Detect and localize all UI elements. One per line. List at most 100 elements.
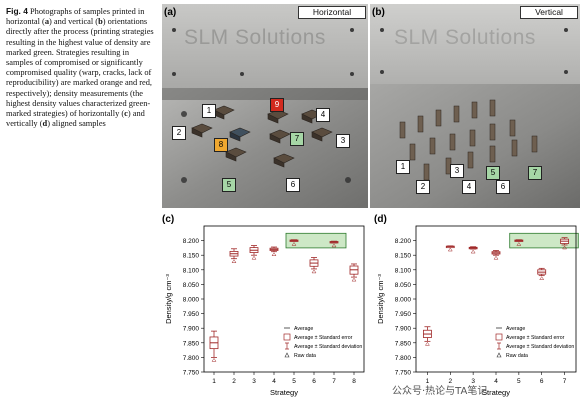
data-point-5 [289,239,299,246]
y-tick-label: 8.000 [395,297,412,304]
caption-text-1: Photographs of samples printed in horizo… [6,7,145,27]
strategy-tag-4: 4 [462,180,476,194]
orientation-label-vertical: Vertical [520,6,578,19]
legend-label: Average ± Standard deviation [294,344,362,350]
legend-label: Average ± Standard error [294,335,353,341]
legend-symbol [497,342,501,350]
strategy-tag-3: 3 [450,164,464,178]
data-point-2 [445,245,455,252]
strategy-tag-1: 1 [396,160,410,174]
x-axis-label: Strategy [482,388,510,397]
x-tick-label: 1 [212,378,216,385]
caption-text-5: ) aligned samples [47,119,106,129]
plate-engraving: SLM Solutions [184,26,326,49]
plate-engraving: SLM Solutions [394,26,536,49]
x-tick-label: 1 [426,378,430,385]
density-chart-vertical: (d) 7.750 7.800 7.850 7.900 7.950 8.000 8.050 8.… [372,212,584,398]
strategy-tag-2: 2 [416,180,430,194]
photo-horizontal: (a) Horizontal SLM Solutions 5 6 1 2 3 4… [162,4,368,208]
y-tick-label: 8.050 [183,282,200,289]
strategy-tag-8: 8 [214,138,228,152]
y-tick-label: 7.800 [183,355,200,362]
y-axis-label: Density/g cm⁻³ [164,274,173,324]
caption-ref-a: a [44,17,50,27]
x-tick-label: 3 [252,378,256,385]
data-point-2 [229,248,239,263]
data-point-1 [209,330,219,362]
y-tick-label: 7.950 [183,311,200,318]
legend-item-raw: Raw data [496,352,528,359]
best-strategy-highlight [509,232,579,249]
legend-item-avg: Average [284,326,313,332]
legend-symbol [283,333,291,341]
density-chart-horizontal: (c) 7.750 7.800 7.850 7.900 7.950 8.000 8.050 8.… [160,212,372,398]
x-tick-label: 6 [540,378,544,385]
legend-item-se: Average ± Standard error [495,333,565,341]
y-tick-label: 8.100 [395,267,412,274]
density-plot-vertical: (d) 7.750 7.800 7.850 7.900 7.950 8.000 8.050 8.… [374,214,579,397]
y-tick-label: 8.150 [395,253,412,260]
x-tick-label: 5 [517,378,521,385]
watermark-text: 公众号·热论与TA笔记 [392,386,488,397]
data-point-3 [468,246,478,254]
raw-data-marker [516,242,522,246]
strategy-tag-6: 6 [496,180,510,194]
panel-label: (c) [162,214,174,225]
raw-data-marker [271,252,277,256]
x-tick-label: 6 [312,378,316,385]
y-tick-label: 7.900 [183,326,200,333]
x-tick-label: 5 [292,378,296,385]
strategy-tag-1: 1 [202,104,216,118]
legend-label: Average [294,326,313,332]
x-tick-label: 2 [448,378,452,385]
build-plate-horizontal-image [162,4,368,208]
strategy-tag-4: 4 [316,108,330,122]
data-point-4 [491,250,501,260]
x-tick-label: 8 [352,378,356,385]
x-tick-label: 3 [471,378,475,385]
y-tick-label: 7.750 [395,370,412,377]
data-point-7 [560,237,569,250]
x-tick-label: 4 [494,378,498,385]
caption-ref-d: d [42,119,48,129]
caption-ref-c: c [124,109,128,119]
raw-data-marker [539,276,545,280]
raw-data-marker [424,341,430,346]
legend-label: Average ± Standard error [506,335,565,341]
data-point-5 [514,239,524,246]
raw-data-marker [351,277,357,282]
panel-label-a: (a) [164,7,177,18]
data-point-3 [249,245,259,260]
x-tick-label: 7 [563,378,567,385]
panel-label-b: (b) [372,7,385,18]
strategy-tag-7: 7 [528,166,542,180]
photo-vertical: (b) Vertical SLM Solutions 1 2 3 4 5 6 7 [370,4,580,208]
panel-label: (d) [374,214,387,225]
strategy-tag-5: 5 [486,166,500,180]
legend-item-raw: Raw data [284,352,316,359]
legend-symbol [284,352,290,358]
best-strategy-highlight [285,232,347,249]
x-axis-label: Strategy [270,388,298,397]
legend-symbol [285,342,289,350]
raw-data-marker [447,247,453,252]
y-tick-label: 7.850 [395,340,412,347]
strategy-tag-7: 7 [290,132,304,146]
data-point-7 [329,240,339,248]
legend-label: Average ± Standard deviation [506,344,574,350]
strategy-tag-9: 9 [270,98,284,112]
raw-data-marker [231,259,237,263]
data-point-4 [269,246,279,256]
x-tick-label: 2 [232,378,236,385]
y-tick-label: 8.200 [395,238,412,245]
raw-data-marker [470,249,476,254]
strategy-tag-3: 3 [336,134,350,148]
figure-caption: Fig. 4 Photographs of samples printed in… [6,6,156,129]
legend-item-se: Average ± Standard error [283,333,353,341]
y-tick-label: 8.050 [395,282,412,289]
strategy-tag-2: 2 [172,126,186,140]
legend-item-sd: Average ± Standard deviation [285,342,362,350]
raw-data-marker [311,269,317,274]
raw-data-marker [493,255,499,260]
orientation-label-horizontal: Horizontal [298,6,366,19]
